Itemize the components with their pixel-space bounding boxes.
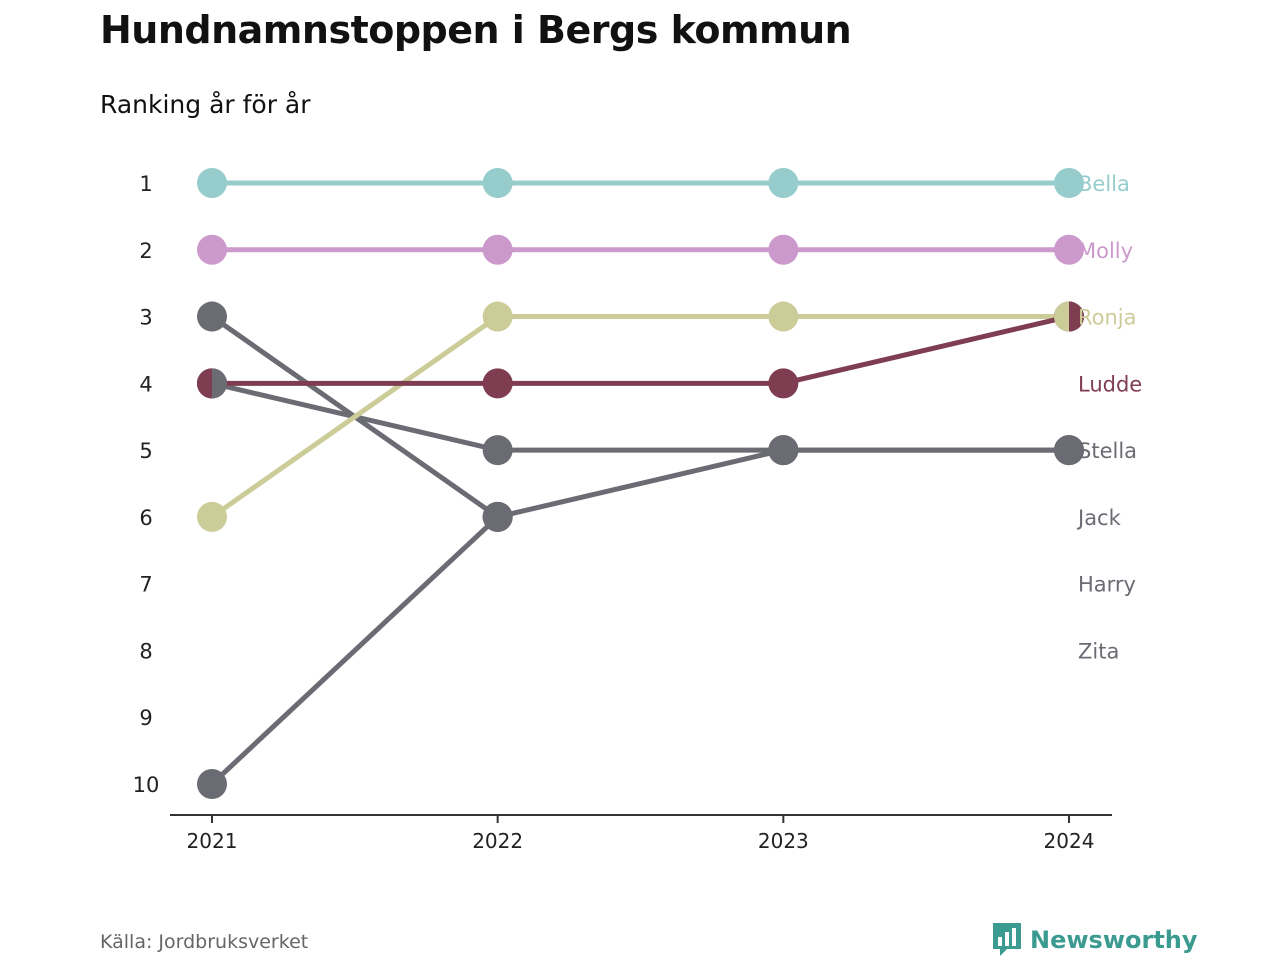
chart-title: Hundnamnstoppen i Bergs kommun [100,8,852,52]
chart-subtitle: Ranking år för år [100,90,311,119]
y-tick-label: 5 [139,439,152,463]
end-label-zita: Zita [1078,639,1119,663]
series-point-stella [482,435,513,466]
y-tick-label: 10 [133,773,160,797]
end-label-harry: Harry [1078,573,1136,597]
series-line-stella [209,380,1072,453]
end-label-jack: Jack [1076,506,1122,530]
split-point-left [1054,435,1069,466]
series-point-ronja [768,301,799,332]
series-point-jack [197,301,227,332]
split-point-left [1054,301,1069,332]
split-point-right [1069,301,1084,332]
source-note: Källa: Jordbruksverket [100,931,309,953]
split-point-left [197,368,212,399]
end-label-molly: Molly [1078,239,1133,263]
series-point-ronja [197,501,227,532]
series-point-bella [482,168,513,198]
y-tick-label: 3 [139,306,152,330]
split-point-left [482,501,498,532]
split-point-right [783,435,799,466]
series-point-bella [197,168,227,198]
end-label-bella: Bella [1078,172,1130,196]
series-point-harry [197,769,227,799]
x-tick-label: 2021 [187,829,238,853]
x-tick-label: 2022 [472,829,523,853]
split-point-right [212,368,228,399]
brand-name: Newsworthy [1030,926,1198,954]
end-label-ronja: Ronja [1078,306,1137,330]
x-tick-label: 2023 [758,829,809,853]
series-point-molly [768,234,799,265]
y-tick-label: 8 [139,639,152,663]
y-tick-label: 1 [139,172,152,196]
split-point-left [768,435,784,466]
series-line-harry [209,447,1072,787]
series-point-molly [482,234,513,265]
series-point-bella [1054,168,1084,198]
series-point-bella [768,168,799,198]
y-tick-label: 6 [139,506,152,530]
end-label-ludde: Ludde [1078,372,1142,396]
series-line-ludde [209,314,1072,386]
y-tick-label: 9 [139,706,152,730]
end-label-stella: Stella [1078,439,1137,463]
brand-logo: Newsworthy [992,922,1198,958]
x-tick-label: 2024 [1044,829,1095,853]
split-point-right [497,501,513,532]
series-point-ludde [768,368,799,399]
series-point-molly [1054,234,1084,265]
series-point-ronja [482,301,513,332]
y-tick-label: 7 [139,573,152,597]
y-tick-label: 2 [139,239,152,263]
y-tick-label: 4 [139,372,152,396]
series-point-ludde [482,368,513,399]
series-point-molly [197,234,227,265]
split-point-right [1069,435,1084,466]
newsworthy-logo-icon [993,923,1021,956]
series-line-ronja [209,314,1072,520]
